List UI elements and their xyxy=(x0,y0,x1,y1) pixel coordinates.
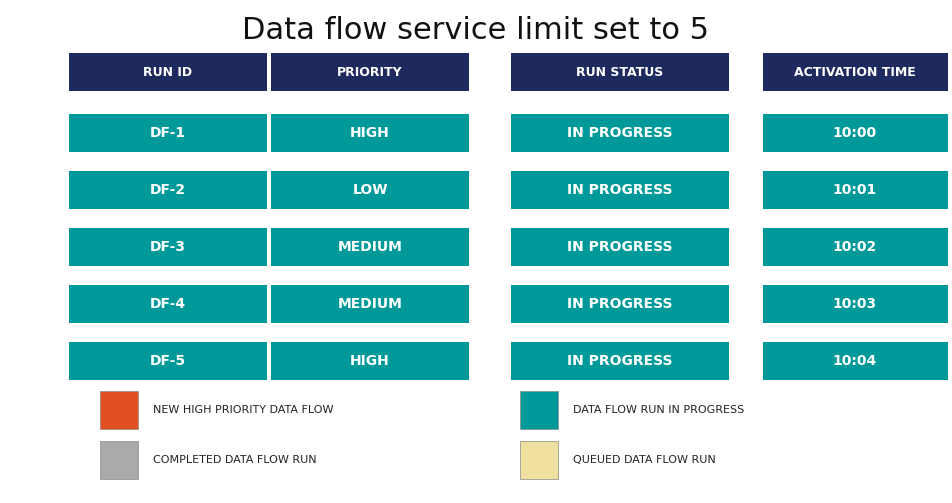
FancyBboxPatch shape xyxy=(511,53,729,91)
Text: 10:03: 10:03 xyxy=(833,297,877,311)
FancyBboxPatch shape xyxy=(271,228,469,266)
FancyBboxPatch shape xyxy=(763,53,947,91)
Text: QUEUED DATA FLOW RUN: QUEUED DATA FLOW RUN xyxy=(573,455,716,465)
Text: HIGH: HIGH xyxy=(350,126,390,140)
FancyBboxPatch shape xyxy=(271,114,469,152)
FancyBboxPatch shape xyxy=(100,441,138,479)
FancyBboxPatch shape xyxy=(271,342,469,380)
Text: RUN STATUS: RUN STATUS xyxy=(576,65,664,78)
FancyBboxPatch shape xyxy=(763,114,947,152)
FancyBboxPatch shape xyxy=(69,285,267,323)
Text: MEDIUM: MEDIUM xyxy=(338,297,403,311)
FancyBboxPatch shape xyxy=(100,391,138,429)
Text: DF-3: DF-3 xyxy=(150,240,186,254)
FancyBboxPatch shape xyxy=(763,171,947,209)
FancyBboxPatch shape xyxy=(763,285,947,323)
FancyBboxPatch shape xyxy=(511,228,729,266)
Text: DATA FLOW RUN IN PROGRESS: DATA FLOW RUN IN PROGRESS xyxy=(573,405,744,415)
Text: 10:04: 10:04 xyxy=(833,354,877,368)
Text: IN PROGRESS: IN PROGRESS xyxy=(567,297,673,311)
Text: 10:02: 10:02 xyxy=(833,240,877,254)
Text: HIGH: HIGH xyxy=(350,354,390,368)
Text: IN PROGRESS: IN PROGRESS xyxy=(567,240,673,254)
FancyBboxPatch shape xyxy=(69,114,267,152)
Text: PRIORITY: PRIORITY xyxy=(337,65,403,78)
Text: ACTIVATION TIME: ACTIVATION TIME xyxy=(794,65,916,78)
Text: MEDIUM: MEDIUM xyxy=(338,240,403,254)
Text: NEW HIGH PRIORITY DATA FLOW: NEW HIGH PRIORITY DATA FLOW xyxy=(153,405,333,415)
FancyBboxPatch shape xyxy=(763,342,947,380)
FancyBboxPatch shape xyxy=(271,285,469,323)
FancyBboxPatch shape xyxy=(511,171,729,209)
Text: DF-5: DF-5 xyxy=(149,354,186,368)
FancyBboxPatch shape xyxy=(69,171,267,209)
FancyBboxPatch shape xyxy=(511,114,729,152)
FancyBboxPatch shape xyxy=(69,53,267,91)
Text: LOW: LOW xyxy=(352,183,387,197)
Text: DF-1: DF-1 xyxy=(149,126,186,140)
FancyBboxPatch shape xyxy=(69,342,267,380)
FancyBboxPatch shape xyxy=(763,228,947,266)
Text: COMPLETED DATA FLOW RUN: COMPLETED DATA FLOW RUN xyxy=(153,455,317,465)
Text: DF-2: DF-2 xyxy=(149,183,186,197)
Text: IN PROGRESS: IN PROGRESS xyxy=(567,126,673,140)
Text: IN PROGRESS: IN PROGRESS xyxy=(567,183,673,197)
FancyBboxPatch shape xyxy=(271,53,469,91)
FancyBboxPatch shape xyxy=(271,171,469,209)
Text: RUN ID: RUN ID xyxy=(144,65,192,78)
Text: DF-4: DF-4 xyxy=(149,297,186,311)
FancyBboxPatch shape xyxy=(520,391,558,429)
Text: Data flow service limit set to 5: Data flow service limit set to 5 xyxy=(243,16,709,44)
Text: 10:00: 10:00 xyxy=(833,126,877,140)
FancyBboxPatch shape xyxy=(520,441,558,479)
Text: IN PROGRESS: IN PROGRESS xyxy=(567,354,673,368)
FancyBboxPatch shape xyxy=(69,228,267,266)
FancyBboxPatch shape xyxy=(511,342,729,380)
FancyBboxPatch shape xyxy=(511,285,729,323)
Text: 10:01: 10:01 xyxy=(833,183,877,197)
